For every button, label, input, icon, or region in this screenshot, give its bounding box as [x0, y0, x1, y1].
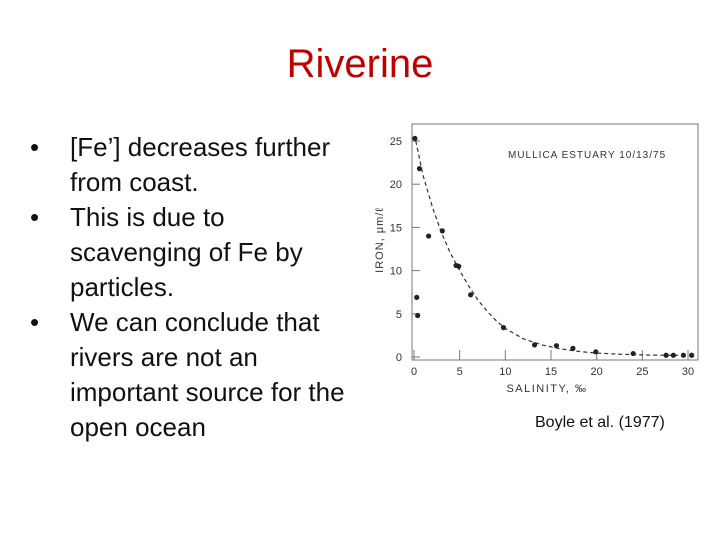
- data-point: [663, 352, 669, 358]
- bullet-text: We can conclude that rivers are not an i…: [70, 307, 345, 442]
- bullet-symbol: •: [30, 307, 40, 337]
- x-tick-label: 20: [591, 366, 603, 378]
- data-point: [593, 349, 599, 355]
- data-point: [415, 312, 421, 319]
- y-tick-label: 25: [390, 136, 402, 148]
- data-point: [689, 352, 695, 358]
- x-tick-label: 15: [545, 366, 557, 378]
- citation: Boyle et al. (1977): [535, 414, 665, 431]
- fit-curve: [415, 140, 689, 356]
- data-point: [500, 325, 507, 331]
- data-point: [414, 294, 420, 300]
- data-point: [468, 292, 474, 298]
- data-point: [531, 342, 538, 348]
- bullet-text: This is due to scavenging of Fe by parti…: [70, 202, 303, 302]
- data-point: [456, 263, 462, 269]
- x-tick-label: 5: [457, 366, 463, 378]
- y-tick-label: 0: [396, 352, 402, 364]
- bullet-list: • [Fe’] decreases further from coast. • Th…: [30, 130, 360, 445]
- x-tick-label: 30: [682, 366, 694, 378]
- data-point: [412, 135, 418, 142]
- slide-title: Riverine: [0, 42, 720, 87]
- data-point: [439, 228, 445, 234]
- chart-container: 0 5 10 15 20 25 30 0 5 10 15 20 25 SALINITY, ‰ IRON, μ…: [368, 118, 708, 396]
- bullet-symbol: •: [30, 132, 40, 162]
- bullet-text: [Fe’] decreases further from coast.: [70, 132, 331, 197]
- y-axis-label: IRON, μm/ℓ: [374, 207, 386, 273]
- x-axis-label: SALINITY, ‰: [506, 383, 587, 395]
- data-point: [570, 345, 576, 351]
- data-point: [416, 166, 423, 172]
- bullet-item: • We can conclude that rivers are not an …: [30, 305, 360, 445]
- bullet-item: • [Fe’] decreases further from coast.: [30, 130, 360, 200]
- data-point: [670, 352, 676, 358]
- x-tick-label: 0: [411, 366, 417, 378]
- y-tick-label: 20: [390, 179, 402, 191]
- data-point: [680, 352, 687, 358]
- data-point: [553, 343, 560, 349]
- iron-salinity-chart: 0 5 10 15 20 25 30 0 5 10 15 20 25 SALINITY, ‰ IRON, μ…: [374, 123, 699, 395]
- y-tick-label: 15: [390, 222, 402, 234]
- data-point: [630, 350, 636, 357]
- plot-frame: [411, 123, 699, 361]
- x-tick-label: 10: [499, 366, 511, 378]
- bullet-item: • This is due to scavenging of Fe by part…: [30, 200, 360, 305]
- data-point: [426, 233, 432, 239]
- chart-title: MULLICA ESTUARY 10/13/75: [508, 150, 666, 161]
- y-tick-label: 10: [390, 266, 402, 278]
- y-tick-label: 5: [396, 309, 402, 321]
- x-tick-label: 25: [636, 366, 648, 378]
- bullet-symbol: •: [30, 202, 40, 232]
- slide-title-text: Riverine: [286, 42, 434, 86]
